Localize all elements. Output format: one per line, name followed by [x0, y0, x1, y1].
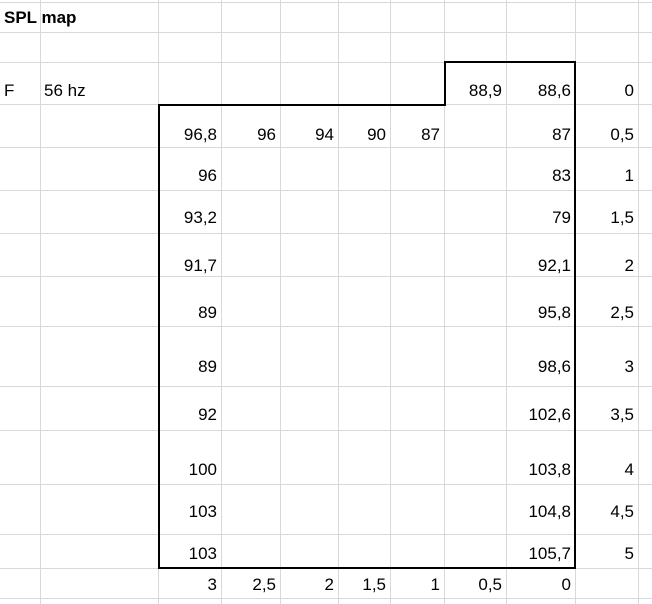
cell-right-value[interactable]: 104,8: [528, 502, 571, 521]
cell-spl-value[interactable]: 87: [552, 125, 571, 144]
cell-bottom-axis[interactable]: 0: [561, 575, 571, 594]
cell-distance-value[interactable]: 4: [624, 460, 634, 479]
gridline: [221, 0, 222, 604]
cell-right-value[interactable]: 79: [552, 208, 571, 227]
cell-distance-value[interactable]: 5: [624, 544, 634, 563]
cell-distance-value[interactable]: 0,5: [610, 125, 634, 144]
gridline: [40, 0, 41, 604]
cell-spl-value[interactable]: 87: [421, 125, 440, 144]
gridline: [0, 276, 652, 277]
sheet-title[interactable]: SPL map: [4, 8, 77, 27]
gridline: [444, 0, 445, 604]
gridline: [280, 0, 281, 604]
cell-top-value[interactable]: 88,9: [468, 81, 502, 100]
cell-left-value[interactable]: 89: [198, 357, 217, 376]
cell-spl-value[interactable]: 90: [367, 125, 386, 144]
gridline: [0, 430, 652, 431]
gridline: [390, 0, 391, 604]
cell-right-value[interactable]: 102,6: [528, 405, 571, 424]
cell-right-value[interactable]: 98,6: [537, 357, 571, 376]
cell-spl-value[interactable]: 96,8: [183, 125, 217, 144]
cell-left-value[interactable]: 103: [188, 502, 217, 521]
frequency-cell[interactable]: 56 hz: [44, 81, 86, 100]
map-border-left: [158, 104, 160, 569]
cell-distance-value[interactable]: 3,5: [610, 405, 634, 424]
gridline: [0, 32, 652, 33]
cell-distance-value[interactable]: 2,5: [610, 303, 634, 322]
gridline: [0, 2, 652, 3]
gridline: [338, 0, 339, 604]
gridline: [0, 386, 652, 387]
cell-left-value[interactable]: 103: [188, 544, 217, 563]
cell-right-value[interactable]: 95,8: [537, 303, 571, 322]
cell-bottom-axis[interactable]: 2: [324, 575, 334, 594]
cell-distance-value[interactable]: 1: [624, 166, 634, 185]
gridline: [0, 62, 652, 63]
cell-bottom-axis[interactable]: 1,5: [362, 575, 386, 594]
gridline: [0, 534, 652, 535]
map-border-right: [574, 61, 576, 569]
cell-distance-value[interactable]: 4,5: [610, 502, 634, 521]
cell-spl-value[interactable]: 94: [315, 125, 334, 144]
cell-right-value[interactable]: 83: [552, 166, 571, 185]
cell-bottom-axis[interactable]: 3: [207, 575, 217, 594]
cell-bottom-axis[interactable]: 0,5: [478, 575, 502, 594]
cell-left-value[interactable]: 89: [198, 303, 217, 322]
gridline: [0, 484, 652, 485]
gridline: [506, 0, 507, 604]
cell-distance-value[interactable]: 2: [624, 256, 634, 275]
cell-spl-value[interactable]: 96: [257, 125, 276, 144]
gridline: [638, 0, 639, 604]
cell-bottom-axis[interactable]: 2,5: [252, 575, 276, 594]
cell-bottom-axis[interactable]: 1: [430, 575, 440, 594]
cell-right-value[interactable]: 105,7: [528, 544, 571, 563]
cell-left-value[interactable]: 92: [198, 405, 217, 424]
cell-distance-value[interactable]: 0: [624, 81, 634, 100]
gridline: [0, 598, 652, 599]
gridline: [0, 190, 652, 191]
cell-right-value[interactable]: 103,8: [528, 460, 571, 479]
cell-distance-value[interactable]: 3: [624, 357, 634, 376]
map-border-step: [444, 61, 446, 106]
cell-left-value[interactable]: 93,2: [183, 208, 217, 227]
cell-distance-value[interactable]: 1,5: [610, 208, 634, 227]
gridline: [0, 147, 652, 148]
map-border-top-left: [158, 104, 445, 106]
cell-left-value[interactable]: 96: [198, 166, 217, 185]
row-label-f[interactable]: F: [4, 81, 15, 100]
cell-right-value[interactable]: 92,1: [537, 256, 571, 275]
cell-left-value[interactable]: 100: [188, 460, 217, 479]
map-border-top-right: [444, 61, 575, 63]
map-border-bottom: [158, 567, 576, 569]
cell-left-value[interactable]: 91,7: [183, 256, 217, 275]
gridline: [0, 233, 652, 234]
gridline: [0, 326, 652, 327]
cell-top-value[interactable]: 88,6: [537, 81, 571, 100]
